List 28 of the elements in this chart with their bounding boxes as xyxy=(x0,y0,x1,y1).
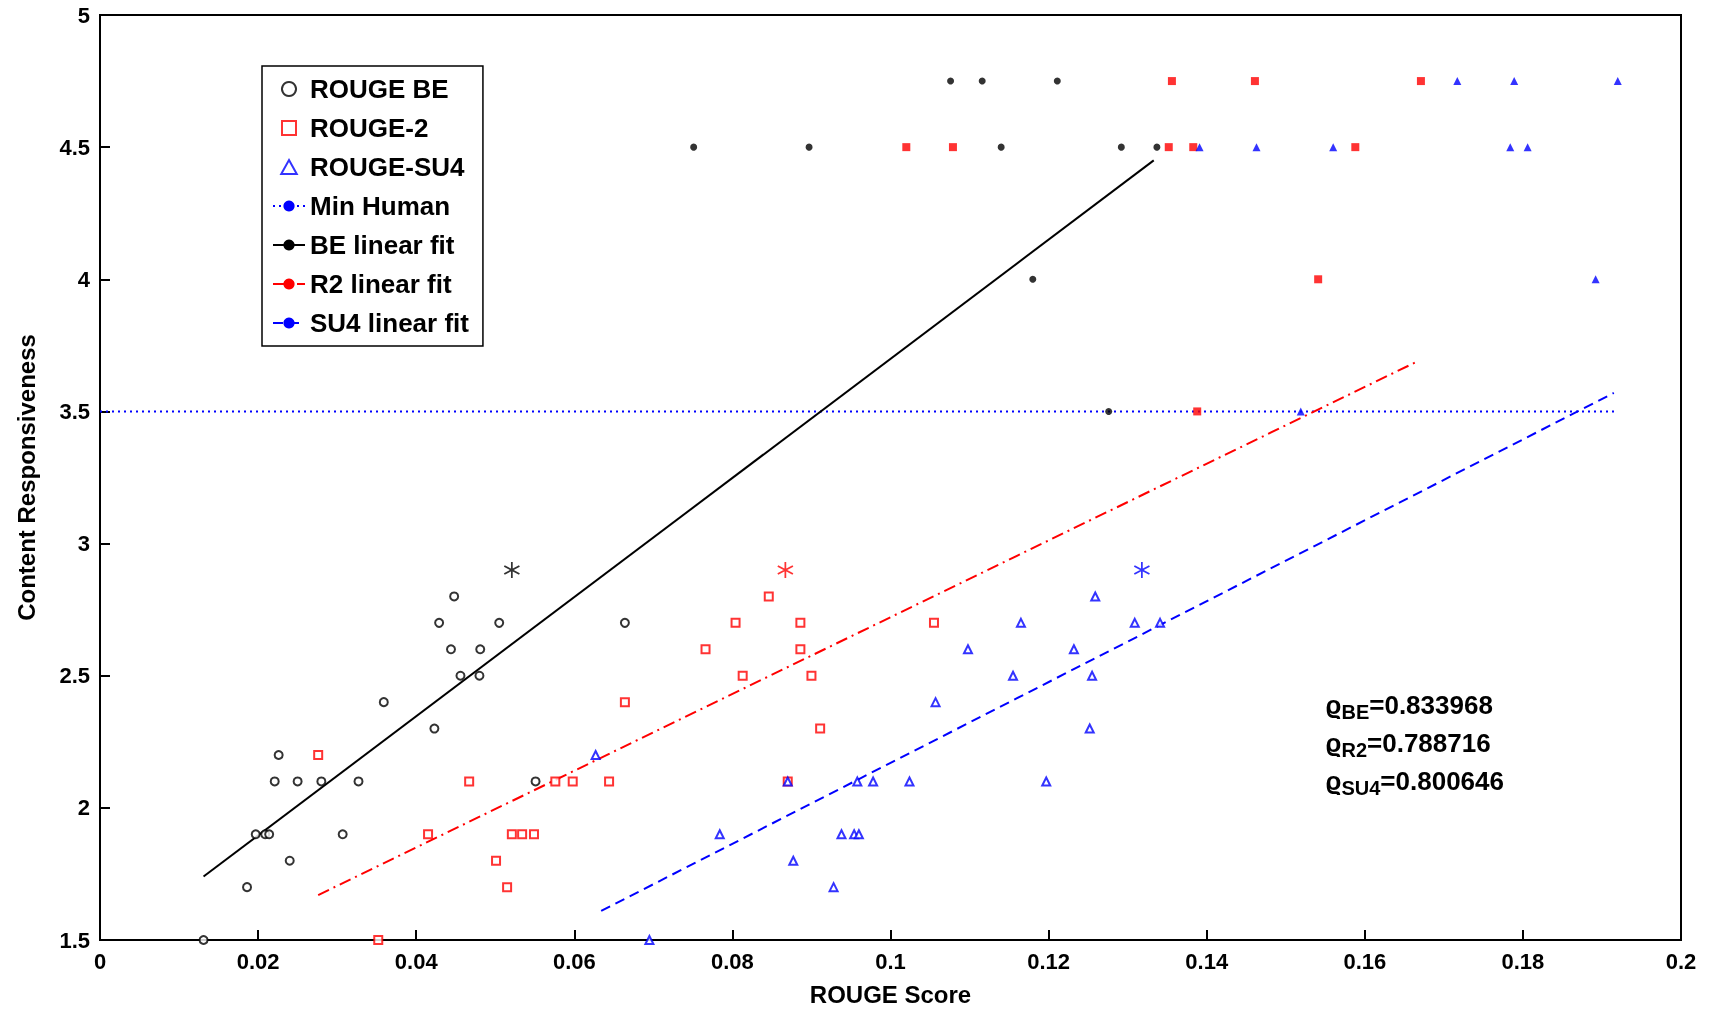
legend-label: SU4 linear fit xyxy=(310,308,470,338)
x-tick-label: 0.08 xyxy=(710,948,754,974)
x-tick-label: 0.02 xyxy=(236,948,280,974)
x-tick-label: 0.06 xyxy=(552,948,596,974)
x-tick-label: 0.18 xyxy=(1501,948,1545,974)
x-tick-label: 0.12 xyxy=(1027,948,1071,974)
y-tick-label: 5 xyxy=(77,2,90,28)
legend-label: ROUGE-SU4 xyxy=(310,152,466,182)
legend-label: ROUGE-2 xyxy=(310,113,429,143)
x-tick-label: 0.04 xyxy=(394,948,439,974)
x-tick-label: 0.2 xyxy=(1665,948,1697,974)
y-tick-label: 3 xyxy=(77,531,90,557)
legend-label: Min Human xyxy=(310,191,451,221)
legend-label: BE linear fit xyxy=(310,230,455,260)
y-tick-label: 3.5 xyxy=(59,398,90,424)
legend-label: R2 linear fit xyxy=(310,269,452,299)
x-axis-title: ROUGE Score xyxy=(809,980,972,1008)
y-tick-label: 2.5 xyxy=(59,663,90,689)
y-axis-title: Content Responsiveness xyxy=(12,334,40,621)
y-tick-label: 2 xyxy=(77,795,90,821)
x-tick-label: 0.16 xyxy=(1343,948,1387,974)
legend-label: ROUGE BE xyxy=(310,74,449,104)
y-tick-label: 4.5 xyxy=(59,134,90,160)
x-tick-label: 0.1 xyxy=(875,948,906,974)
y-tick-label: 4 xyxy=(77,266,91,292)
x-tick-label: 0 xyxy=(93,948,107,974)
y-tick-label: 1.5 xyxy=(59,927,90,953)
x-tick-label: 0.14 xyxy=(1185,948,1229,974)
